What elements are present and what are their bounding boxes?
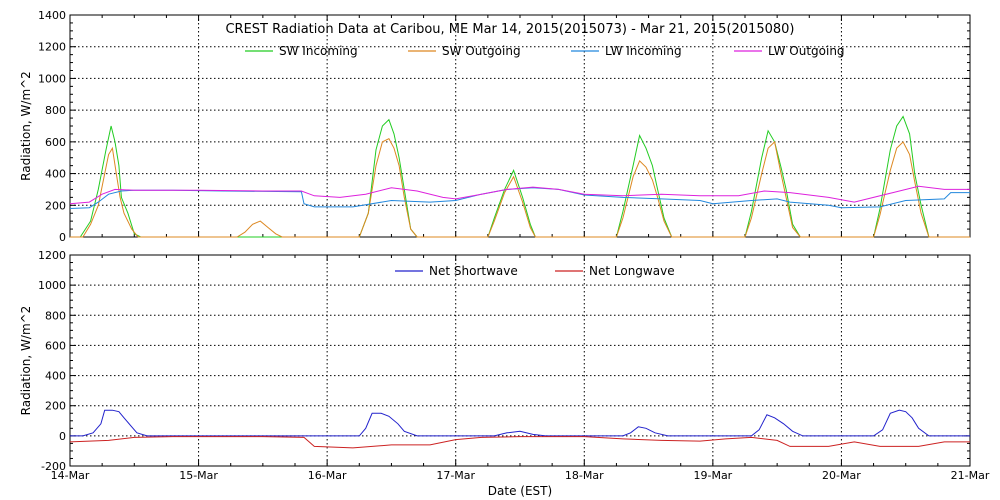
y-tick-label: 800 — [45, 309, 66, 322]
panel-1: 0 200 400 600 800 1000 1200 1400 Radiation, W/m^… — [19, 9, 971, 244]
x-tick-label: 17-Mar — [436, 469, 475, 482]
y-tick-label: 600 — [45, 339, 66, 352]
legend-entry: LW Incoming — [605, 44, 682, 58]
y-tick-label: 600 — [45, 136, 66, 149]
x-tick-label: 16-Mar — [308, 469, 347, 482]
x-tick-label: 14-Mar — [51, 469, 90, 482]
legend-entry: LW Outgoing — [768, 44, 845, 58]
series-line-lw-outgoing — [69, 185, 970, 205]
x-tick-label: 15-Mar — [179, 469, 218, 482]
x-tick-label: 20-Mar — [822, 469, 861, 482]
y-tick-label: 1000 — [38, 279, 66, 292]
x-axis-label: Date (EST) — [488, 484, 552, 498]
series-line-sw-incoming — [70, 115, 970, 238]
y-tick-label: 400 — [45, 168, 66, 181]
y-tick-label: 1200 — [38, 41, 66, 54]
series-line-net-shortwave — [70, 409, 970, 437]
y-tick-label: 800 — [45, 104, 66, 117]
legend-entry: SW Outgoing — [442, 44, 521, 58]
series-line-sw-outgoing — [70, 138, 970, 238]
legend-entry: Net Shortwave — [429, 264, 518, 278]
y-tick-label: 200 — [45, 199, 66, 212]
y-tick-label: 0 — [59, 231, 66, 244]
chart-title: CREST Radiation Data at Caribou, ME Mar … — [225, 22, 794, 37]
legend-entry: Net Longwave — [589, 264, 675, 278]
y-tick-label: 1200 — [38, 249, 66, 262]
x-tick-label: 18-Mar — [565, 469, 604, 482]
y-tick-label: 400 — [45, 370, 66, 383]
y-tick-label: 1400 — [38, 9, 66, 22]
x-tick-label: 21-Mar — [951, 469, 990, 482]
y-axis-label: Radiation, W/m^2 — [19, 306, 33, 416]
y-tick-label: 1000 — [38, 72, 66, 85]
panel-2: -200 0 200 400 600 800 1000 1200 Radiation, W/m^… — [19, 249, 990, 498]
y-tick-label: 200 — [45, 400, 66, 413]
series-line-net-longwave — [69, 436, 970, 449]
y-axis-label: Radiation, W/m^2 — [19, 71, 33, 181]
legend-entry: SW Incoming — [279, 44, 358, 58]
x-tick-label: 19-Mar — [693, 469, 732, 482]
plot-frame — [69, 254, 971, 467]
y-tick-label: 0 — [59, 430, 66, 443]
y-tick-label: -200 — [41, 460, 66, 473]
